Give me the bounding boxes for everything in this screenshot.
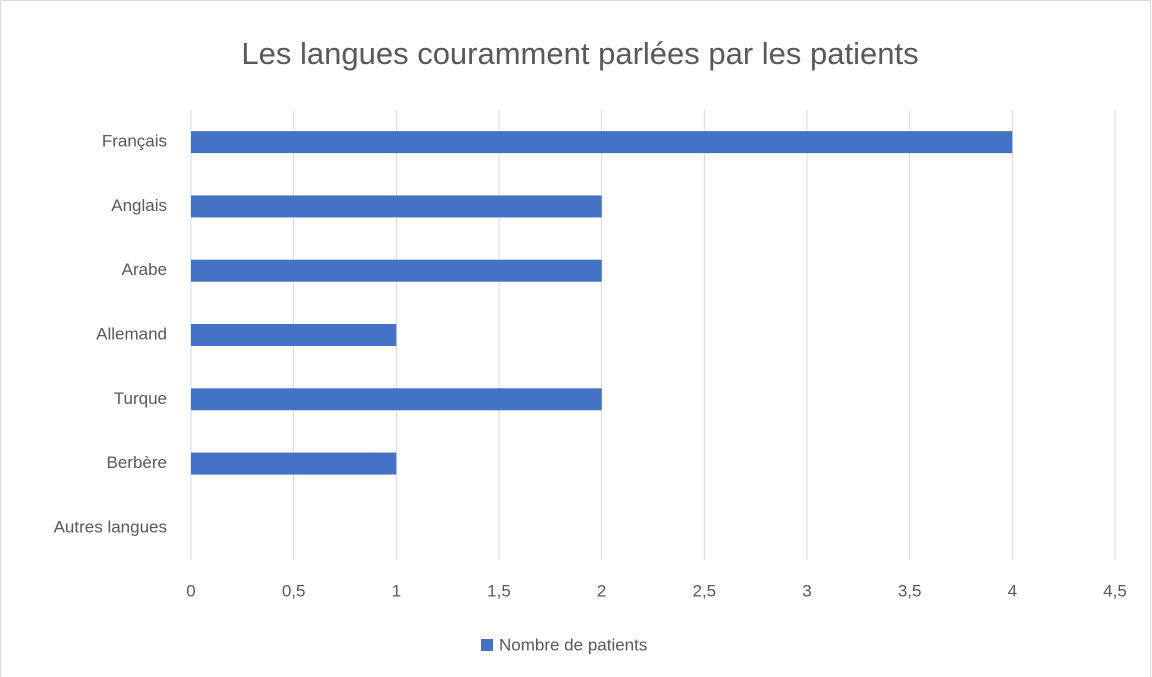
bar [191,324,397,346]
bar [191,195,602,218]
bar [191,388,602,411]
y-tick-label: Allemand [96,324,167,343]
bar [191,259,602,282]
x-tick-label: 3,5 [898,581,922,600]
x-tick-label: 2 [597,581,606,600]
y-tick-label: Français [102,132,167,151]
y-tick-label: Arabe [122,260,167,279]
x-tick-label: 0 [186,581,195,600]
x-tick-label: 1,5 [487,581,511,600]
y-tick-label: Autres langues [54,517,167,536]
y-tick-label: Anglais [111,196,167,215]
x-tick-label: 4,5 [1103,581,1127,600]
x-tick-label: 2,5 [693,581,717,600]
y-tick-label: Turque [114,389,167,408]
bar [191,452,397,475]
bar [191,131,1013,154]
y-tick-label: Berbère [107,453,167,472]
legend-label: Nombre de patients [499,635,647,654]
chart-title: Les langues couramment parlées par les p… [241,36,918,71]
legend-swatch [481,639,493,651]
x-tick-label: 3 [802,581,811,600]
x-tick-label: 0,5 [282,581,306,600]
x-tick-label: 4 [1008,581,1017,600]
x-tick-label: 1 [392,581,401,600]
